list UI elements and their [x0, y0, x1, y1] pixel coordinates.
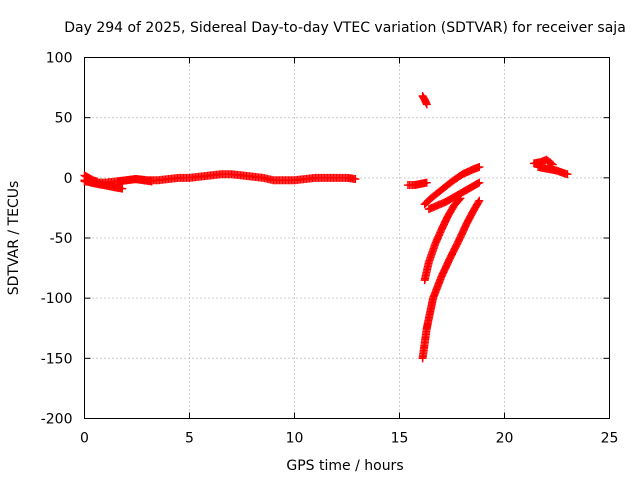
x-tick-label: 15 [391, 431, 409, 447]
y-tick-label: 0 [64, 171, 73, 187]
y-tick-label: 50 [55, 111, 73, 127]
y-axis-label: SDTVAR / TECUs [6, 181, 22, 296]
grid-lines [84, 57, 610, 419]
y-tick-label: 100 [46, 51, 73, 67]
x-tick-label: 25 [601, 431, 619, 447]
data-points [80, 92, 572, 363]
data-point [475, 163, 484, 172]
data-point [422, 100, 431, 109]
data-point [474, 198, 483, 207]
y-tick-label: -150 [41, 351, 73, 367]
x-tick-label: 0 [80, 431, 89, 447]
data-point [455, 195, 464, 204]
data-point [118, 184, 127, 193]
x-tick-label: 20 [496, 431, 514, 447]
y-tick-label: -100 [41, 291, 73, 307]
axis-ticks: 0 5 10 15 20 25 -200 -150 -100 -50 0 50 100 [41, 51, 619, 447]
data-point [456, 194, 465, 203]
y-tick-label: -50 [50, 231, 73, 247]
x-tick-label: 5 [185, 431, 194, 447]
data-point [422, 178, 431, 187]
data-point [475, 196, 484, 205]
data-point [147, 177, 156, 186]
plot-frame [84, 57, 610, 419]
data-point [475, 178, 484, 187]
data-point [351, 175, 360, 184]
x-tick-label: 10 [286, 431, 304, 447]
data-point [563, 170, 572, 179]
y-tick-label: -200 [41, 412, 73, 428]
chart-title: Day 294 of 2025, Sidereal Day-to-day VTE… [64, 20, 626, 36]
data-point [93, 177, 102, 186]
x-axis-label: GPS time / hours [286, 458, 403, 474]
